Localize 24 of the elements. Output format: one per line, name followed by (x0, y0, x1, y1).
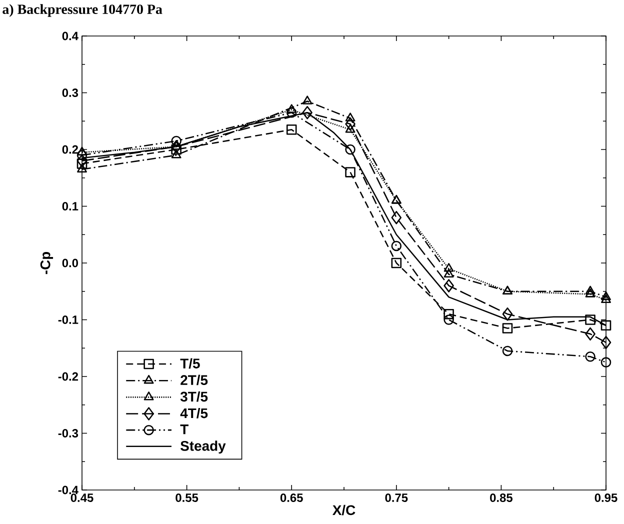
x-tick-label: 0.45 (70, 494, 94, 502)
legend-label: Steady (180, 440, 226, 454)
y-tick-label: -0.3 (58, 429, 78, 438)
x-tick-label: 0.95 (594, 494, 618, 502)
y-tick-label: -0.1 (58, 316, 78, 324)
y-tick-label: 0.3 (62, 88, 78, 97)
chart-title: a) Backpressure 104770 Pa (2, 4, 162, 17)
x-axis-title: X/C (332, 504, 356, 516)
x-tick-label: 0.75 (385, 494, 408, 502)
y-tick-label: 0.0 (62, 258, 78, 268)
legend-label: 3T/5 (180, 391, 208, 402)
x-tick-label: 0.85 (490, 494, 512, 502)
y-axis-title: -Cp (40, 252, 54, 274)
y-tick-label: 0.2 (62, 145, 78, 154)
y-tick-label: 0.1 (62, 202, 78, 210)
x-tick-label: 0.65 (280, 494, 303, 502)
x-tick-label: 0.55 (176, 494, 198, 502)
y-tick-label: -0.4 (58, 486, 78, 494)
legend-label: T/5 (180, 358, 200, 369)
y-tick-label: 0.4 (62, 32, 78, 40)
y-tick-label: -0.2 (58, 372, 78, 381)
legend-label: 4T/5 (180, 408, 208, 418)
legend-label: T (180, 424, 188, 434)
legend-label: 2T/5 (180, 374, 208, 386)
